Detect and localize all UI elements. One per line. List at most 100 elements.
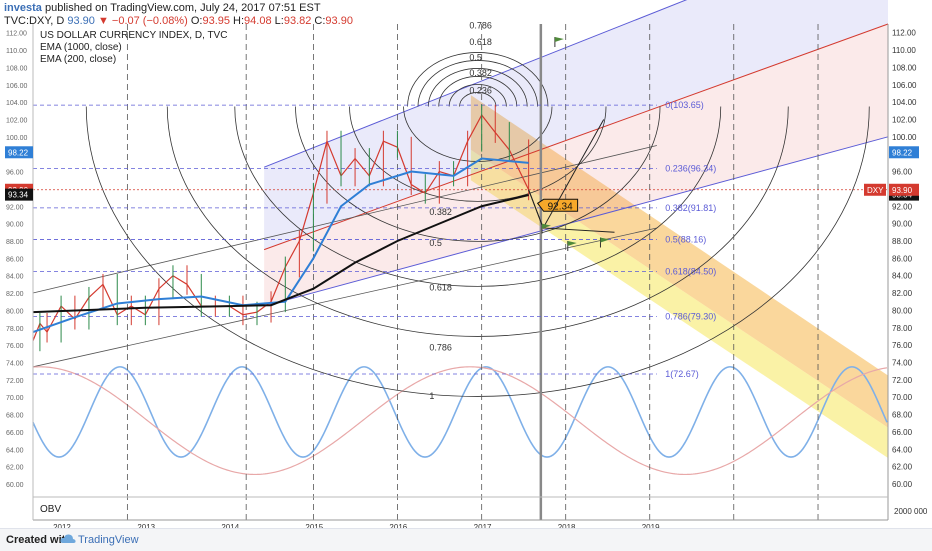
- y-tick-label-left: 60.00: [6, 482, 24, 489]
- y-tick-label: 110.00: [892, 46, 916, 55]
- y-tick-label-left: 62.00: [6, 465, 24, 472]
- blue-channel-fill: [264, 0, 888, 250]
- right-price-marker-label: DXY: [867, 186, 884, 195]
- y-tick-label-left: 100.00: [6, 135, 28, 142]
- right-price-marker-label: 98.22: [892, 148, 913, 157]
- y-tick-label: 106.00: [892, 81, 917, 90]
- green-flag-icon: [554, 37, 564, 43]
- green-flag-icon: [541, 223, 551, 229]
- y-tick-label: 88.00: [892, 237, 913, 246]
- y-tick-label: 60.00: [892, 480, 913, 489]
- y-tick-label-left: 74.00: [6, 360, 24, 367]
- y-tick-label: 84.00: [892, 272, 913, 281]
- bottom-arc-3: [234, 106, 722, 287]
- symbol-label: TVC:DXY, D: [4, 15, 65, 27]
- channel-top-line: [263, 0, 688, 168]
- ema-200-legend[interactable]: EMA (200, close): [40, 54, 117, 65]
- y-tick-label-left: 112.00: [6, 31, 27, 38]
- x-tick-label: 2012: [53, 523, 71, 532]
- bottom-arc-1: [349, 106, 607, 202]
- x-tick-label: 2017: [474, 523, 492, 532]
- ohlc-l: 93.82: [283, 15, 312, 27]
- y-tick-label: 112.00: [892, 29, 916, 38]
- fib-label: 1(72.67): [665, 369, 699, 379]
- right-price-marker-label: 93.90: [892, 186, 913, 195]
- price-change: −0.07 (−0.08%): [111, 15, 188, 27]
- ohlc-c: 93.90: [325, 15, 353, 27]
- annotations: 92.34: [528, 37, 615, 251]
- top-arc-4: [417, 60, 538, 107]
- publish-line: investa published on TradingView.com, Ju…: [4, 2, 321, 15]
- chart-title: US DOLLAR CURRENCY INDEX, D, TVC: [40, 30, 228, 41]
- fib-label: 0.382(91.81): [665, 203, 716, 213]
- channel-mid-line: [263, 23, 889, 251]
- channel-bottom-line: [263, 136, 889, 307]
- arc-label: 0.618: [469, 37, 492, 47]
- x-tick-label: 2019: [642, 523, 660, 532]
- top-arc-3: [427, 68, 528, 107]
- left-price-marker: [5, 188, 33, 201]
- y-tick-label: 64.00: [892, 445, 913, 454]
- axes: 60.00 60.00 62.00 62.00 64.00 64.00 66.00 66.00…: [6, 24, 928, 532]
- callout-box: [536, 198, 579, 212]
- top-arc-1: [448, 84, 507, 107]
- y-tick-label-left: 78.00: [6, 326, 24, 333]
- tradingview-link[interactable]: TradingView: [78, 534, 139, 546]
- obv-legend[interactable]: OBV: [40, 504, 62, 515]
- y-tick-label: 78.00: [892, 324, 913, 333]
- y-tick-label-left: 68.00: [6, 413, 24, 420]
- x-tick-label: 2014: [221, 523, 239, 532]
- x-tick-label: 2016: [389, 523, 407, 532]
- y-tick-label-left: 72.00: [6, 378, 24, 385]
- y-tick-label-left: 82.00: [6, 291, 24, 298]
- fib-label: 0.236(96.34): [665, 164, 716, 174]
- y-tick-label-left: 96.00: [6, 170, 24, 177]
- publisher-name[interactable]: investa: [4, 2, 42, 14]
- y-tick-label: 92.00: [892, 202, 913, 211]
- ohlc-o-label: O:: [190, 15, 203, 27]
- tradingview-cloud-icon: [60, 534, 76, 543]
- y-tick-label-left: 110.00: [6, 48, 27, 55]
- y-tick-label-left: 102.00: [6, 117, 28, 124]
- y-tick-label: 74.00: [892, 358, 913, 367]
- arc-label: 1: [429, 391, 434, 401]
- x-tick-label: 2013: [137, 523, 155, 532]
- created-with-text: Created with: [6, 534, 73, 546]
- x-tick-label: 2015: [305, 523, 323, 532]
- x-tick-label: 2018: [558, 523, 576, 532]
- y-tick-label-left: 88.00: [6, 239, 24, 246]
- callout-label: 92.34: [548, 201, 573, 212]
- fib-label: 0.786(79.30): [665, 311, 716, 321]
- long-trend-lower: [32, 227, 657, 368]
- y-tick-label-left: 66.00: [6, 430, 24, 437]
- green-flag-icon: [567, 240, 577, 246]
- y-tick-label-left: 106.00: [6, 83, 28, 90]
- bottom-arc-4: [166, 106, 789, 337]
- ema-1000-legend[interactable]: EMA (1000, close): [40, 42, 122, 53]
- arc-label: 0.786: [429, 342, 452, 352]
- red-channel-fill: [264, 24, 888, 307]
- y-tick-label: 72.00: [892, 376, 913, 385]
- ohlc-h-label: H:: [233, 15, 245, 27]
- left-price-marker: [5, 146, 33, 159]
- ohlc-c-label: C:: [314, 15, 326, 27]
- time-lines: [126, 24, 819, 520]
- y-tick-label: 70.00: [892, 393, 913, 402]
- y-tick-label-left: 84.00: [6, 274, 24, 281]
- y-tick-label-left: 64.00: [6, 447, 24, 454]
- y-tick-label: 76.00: [892, 341, 913, 350]
- y-tick-label: 68.00: [892, 411, 913, 420]
- y-tick-label-left: 76.00: [6, 343, 24, 350]
- arc-label: 0.236: [469, 85, 492, 95]
- y-tick-label: 80.00: [892, 306, 913, 315]
- y-tick-label-left: 92.00: [6, 204, 24, 211]
- y-tick-label: 102.00: [892, 115, 917, 124]
- arc-label: 0.618: [429, 282, 452, 292]
- bottom-arc-5: [85, 106, 870, 397]
- top-arc-2: [438, 76, 518, 107]
- ohlc-o: 93.95: [202, 15, 230, 27]
- cycle-lines: [32, 366, 888, 476]
- obv-axis-label: 2000 000: [894, 507, 928, 516]
- orange-projection-band: [470, 95, 888, 428]
